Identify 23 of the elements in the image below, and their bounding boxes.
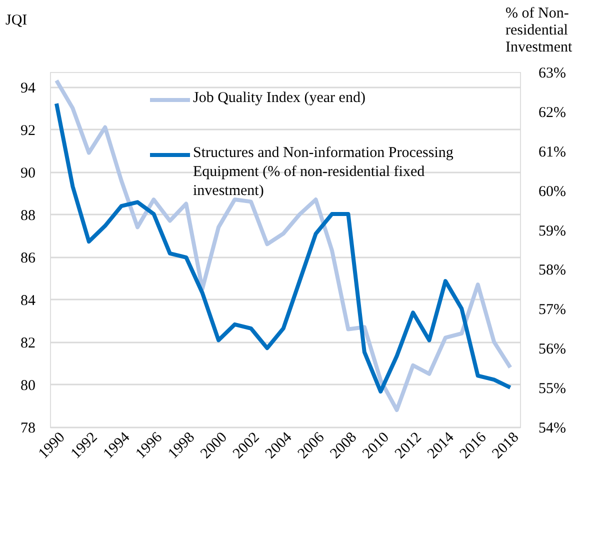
y-tick-label: 80: [20, 378, 36, 394]
y2-tick-label: 60%: [538, 184, 566, 200]
y-tick-label: 94: [20, 80, 36, 96]
y2-tick-label: 55%: [538, 381, 566, 398]
y-tick-label: 86: [20, 250, 36, 266]
y2-tick-label: 56%: [538, 342, 566, 358]
y-axis-title: JQI: [6, 12, 28, 28]
y2-tick-label: 62%: [538, 104, 566, 121]
y-tick-label: 90: [20, 165, 36, 182]
y2-tick-label: 57%: [538, 302, 566, 318]
y2-tick-label: 59%: [538, 223, 566, 240]
legend-label: Job Quality Index (year end): [193, 90, 366, 106]
y2-axis-title: % of Non-residential Investment: [506, 6, 573, 56]
y2-tick-label: 58%: [538, 262, 566, 279]
y-tick-label: 82: [20, 335, 36, 352]
legend-label: Structures and Non-information Processing Equipment (% of non-residential fixed investment): [193, 145, 454, 199]
y2-tick-label: 63%: [538, 66, 566, 82]
y2-tick-label: 54%: [538, 420, 566, 436]
y-tick-label: 84: [20, 292, 36, 309]
y2-tick-label: 61%: [538, 144, 566, 160]
y-tick-label: 88: [20, 208, 36, 224]
y-tick-label: 92: [20, 122, 36, 139]
y-tick-label: 78: [20, 420, 36, 436]
